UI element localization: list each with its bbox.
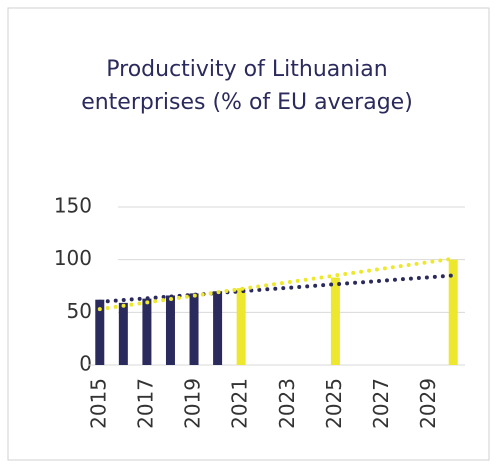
bar	[118, 302, 128, 365]
bar	[236, 288, 246, 365]
bar	[165, 295, 175, 365]
y-tick-label: 100	[54, 246, 92, 270]
x-tick-label: 2023	[275, 378, 299, 429]
chart-border	[7, 7, 490, 461]
trend-line	[97, 273, 456, 304]
bar	[330, 277, 340, 365]
bar	[213, 291, 223, 365]
bar	[95, 299, 105, 365]
bar	[448, 259, 458, 365]
y-tick-label: 150	[54, 194, 92, 218]
y-tick-label: 0	[79, 352, 92, 376]
x-tick-label: 2021	[228, 378, 252, 429]
chart-title: enterprises (% of EU average)	[81, 90, 413, 115]
y-tick-label: 50	[67, 299, 92, 323]
x-tick-label: 2017	[133, 378, 157, 429]
bar	[189, 293, 199, 365]
x-tick-label: 2015	[86, 378, 110, 429]
x-tick-label: 2019	[181, 378, 205, 429]
trend-line	[97, 256, 456, 312]
x-tick-label: 2025	[322, 378, 346, 429]
chart-title: Productivity of Lithuanian	[106, 57, 387, 82]
x-tick-label: 2029	[416, 378, 440, 429]
x-tick-label: 2027	[369, 378, 393, 429]
bar	[142, 298, 152, 365]
